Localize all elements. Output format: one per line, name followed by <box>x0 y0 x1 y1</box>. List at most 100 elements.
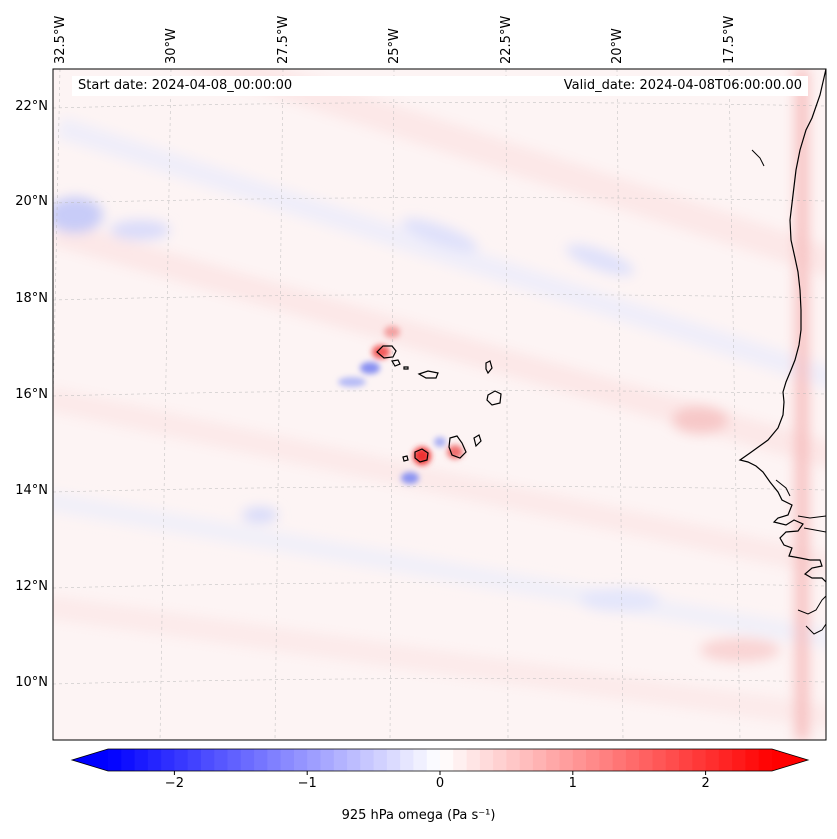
colorbar-extend-high <box>772 749 808 771</box>
lat-label-10: 10°N <box>15 675 48 690</box>
island-brava <box>402 455 409 462</box>
colorbar-segment <box>307 749 321 771</box>
colorbar-segment <box>214 749 229 771</box>
colorbar-title: 925 hPa omega (Pa s⁻¹) <box>341 808 496 823</box>
colorbar-segment <box>254 749 268 771</box>
dipole-negative <box>434 437 446 447</box>
colorbar-segment <box>386 749 401 771</box>
island-maio <box>473 434 482 448</box>
colorbar-segment <box>108 749 122 771</box>
colorbar-segment <box>227 749 242 771</box>
field-band <box>53 594 826 740</box>
colorbar-segment <box>121 749 136 771</box>
colorbar-segment <box>493 749 507 771</box>
lat-gridline-20 <box>53 197 826 204</box>
lon-gridline-30 <box>159 69 172 740</box>
field-patch <box>402 218 478 252</box>
island-sao-vicente <box>391 359 401 367</box>
cape-verde-islands <box>376 345 502 463</box>
colorbar-segment <box>187 749 202 771</box>
field-band <box>795 69 809 740</box>
lon-label-25: 25°W <box>387 28 402 64</box>
colorbar-tick-label: −1 <box>297 776 317 791</box>
colorbar-segment <box>320 749 335 771</box>
colorbar-segment <box>665 749 680 771</box>
colorbar-segment <box>293 749 308 771</box>
colorbar-segment <box>612 749 627 771</box>
dipole-positive <box>372 345 390 359</box>
valid-date-label: Valid_date: 2024-04-08T06:00:00.00 <box>557 77 808 94</box>
colorbar-tick-label: 1 <box>568 776 577 791</box>
colorbar-segment <box>572 749 587 771</box>
colorbar-segment <box>174 749 189 771</box>
lon-label-20: 20°W <box>610 28 625 64</box>
colorbar-tick-label: 2 <box>701 776 710 791</box>
island-fogo <box>414 448 429 463</box>
lat-gridline-22 <box>53 102 826 109</box>
colorbar-segment <box>506 749 521 771</box>
dipole-positive <box>447 445 463 459</box>
lon-label-30: 30°W <box>164 28 179 64</box>
island-santo-antao <box>376 345 397 359</box>
field-patch <box>672 406 728 434</box>
dipole-negative <box>401 472 419 484</box>
lat-gridline-18 <box>53 294 826 301</box>
colorbar-segment <box>732 749 746 771</box>
omega-field <box>53 69 826 740</box>
field-patch <box>580 588 660 612</box>
lon-label-32-5: 32.5°W <box>53 15 68 64</box>
colorbar-segment <box>718 749 733 771</box>
island-sal <box>485 360 493 375</box>
start-date-label: Start date: 2024-04-08_00:00:00 <box>72 77 299 94</box>
field-band <box>53 490 826 667</box>
gridlines <box>53 69 826 740</box>
lat-gridline-10 <box>53 678 826 685</box>
field-patch <box>110 220 170 240</box>
field-patch <box>565 244 635 276</box>
field-band <box>55 116 826 416</box>
colorbar-tick-label: 0 <box>435 776 445 791</box>
lat-label-22: 22°N <box>15 99 48 114</box>
colorbar-segment <box>532 749 547 771</box>
lat-label-12: 12°N <box>15 579 48 594</box>
dipole-negative <box>338 377 366 387</box>
colorbar-segment <box>679 749 693 771</box>
colorbar-segment <box>161 749 175 771</box>
colorbar-segment <box>240 749 255 771</box>
lat-label-14: 14°N <box>15 483 48 498</box>
lat-label-18: 18°N <box>15 291 48 306</box>
map-frame <box>52 68 827 741</box>
field-patch <box>242 507 278 523</box>
colorbar-segment <box>559 749 574 771</box>
colorbar-segment <box>639 749 653 771</box>
colorbar-segment <box>519 749 534 771</box>
field-band <box>53 387 826 598</box>
african-coastline <box>738 69 826 583</box>
colorbar-tick-label: −2 <box>164 776 184 791</box>
lon-gridline-20 <box>616 69 624 740</box>
colorbar-segment <box>347 749 361 771</box>
lat-gridline-14 <box>53 486 826 493</box>
colorbar-segment <box>466 749 481 771</box>
lon-label-22-5: 22.5°W <box>499 15 514 64</box>
colorbar-segment <box>440 749 454 771</box>
colorbar-segment <box>134 749 149 771</box>
colorbar-segment <box>546 749 561 771</box>
island-santa-luzia <box>403 366 409 370</box>
island-sao-nicolau <box>417 370 439 379</box>
lon-label-17-5: 17.5°W <box>722 15 737 64</box>
colorbar-segment <box>413 749 428 771</box>
coast-detail <box>751 149 826 635</box>
colorbar-segment <box>147 749 162 771</box>
colorbar-segment <box>360 749 375 771</box>
colorbar-segment <box>758 749 773 771</box>
island-santiago <box>448 435 467 459</box>
lon-gridline-27-5 <box>274 69 284 740</box>
colorbar-segment <box>652 749 667 771</box>
lon-gridline-22-5 <box>505 69 509 740</box>
colorbar-segment <box>705 749 720 771</box>
colorbar-segment <box>333 749 348 771</box>
lat-label-16: 16°N <box>15 387 48 402</box>
island-boa-vista <box>486 390 502 406</box>
